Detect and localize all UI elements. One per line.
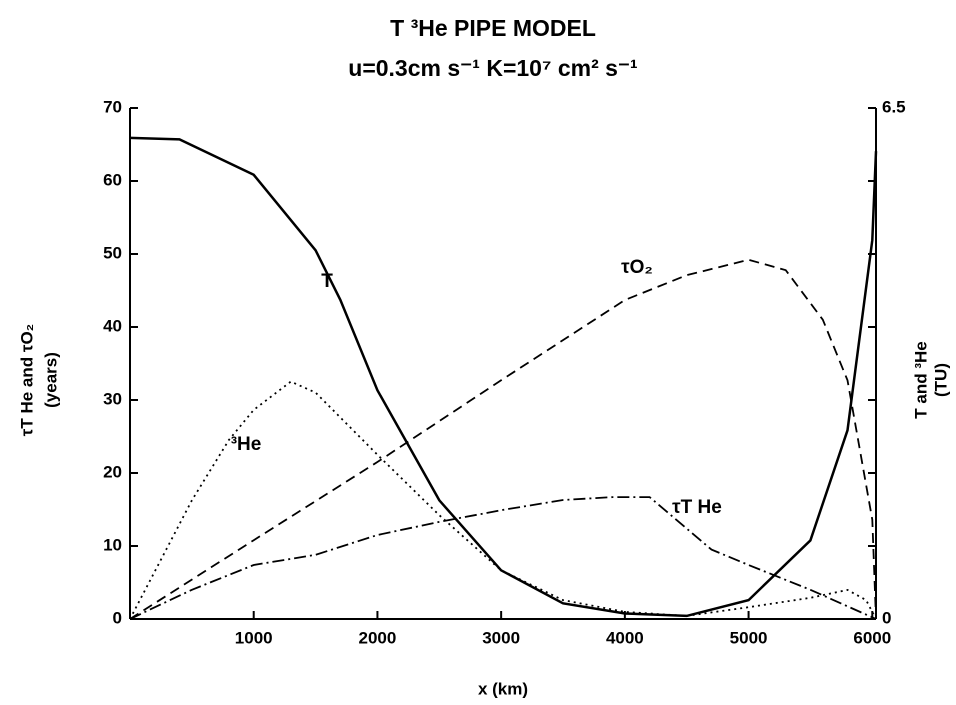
series-label: τO₂	[621, 257, 653, 278]
series-label: τT He	[672, 497, 722, 518]
axis-frame	[129, 108, 877, 620]
chart-title: T ³He PIPE MODEL	[390, 15, 596, 41]
x-tick-label: 6000	[853, 628, 891, 647]
x-tick-label: 5000	[730, 628, 768, 647]
y-tick-label: 40	[103, 316, 122, 335]
y2-tick-label: 6.5	[882, 97, 906, 116]
series-label: T	[321, 271, 333, 292]
x-tick-label: 3000	[482, 628, 520, 647]
y-tick-label: 30	[103, 389, 122, 408]
y2-axis-label: T and ³He	[911, 341, 930, 418]
y-tick-label: 10	[103, 535, 122, 554]
x-tick-label: 1000	[235, 628, 273, 647]
y-tick-label: 0	[113, 608, 122, 627]
y-tick-label: 70	[103, 97, 122, 116]
y-axis-label: τT He and τO₂	[17, 324, 36, 436]
x-tick-label: 2000	[359, 628, 397, 647]
y-tick-label: 50	[103, 243, 122, 262]
x-tick-label: 4000	[606, 628, 644, 647]
x-axis-label: x (km)	[478, 679, 528, 698]
series-line	[129, 136, 878, 618]
chart-subtitle: u=0.3cm s⁻¹ K=10⁷ cm² s⁻¹	[348, 55, 637, 81]
y-tick-label: 20	[103, 462, 122, 481]
series-label: ³He	[231, 434, 262, 455]
y-axis-label: (years)	[41, 352, 60, 408]
y-tick-label: 60	[103, 170, 122, 189]
y2-tick-label: 0	[882, 608, 891, 627]
series-line	[129, 496, 877, 620]
y2-axis-label: (TU)	[931, 363, 950, 397]
